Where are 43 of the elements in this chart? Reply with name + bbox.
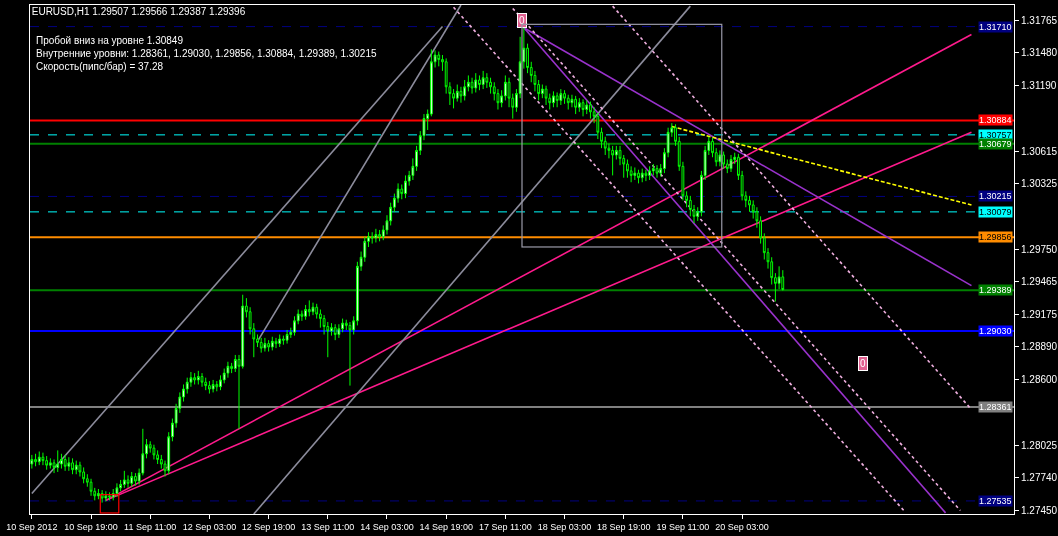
y-tick-label: 1.30615 xyxy=(1021,145,1058,157)
annotation: 0 xyxy=(860,358,866,369)
annotation: Скорость(пипс/бар) = 37.28 xyxy=(36,61,164,72)
ref-line-label: 1.30079 xyxy=(979,207,1012,217)
x-tick-label: 18 Sep 19:00 xyxy=(596,521,651,532)
ref-line-label: 1.29389 xyxy=(979,285,1012,295)
y-tick-label: 1.29750 xyxy=(1021,243,1058,255)
x-tick-label: 17 Sep 11:00 xyxy=(478,521,532,532)
x-tick-label: 13 Sep 11:00 xyxy=(301,521,355,532)
ref-line-label: 1.30757 xyxy=(979,130,1012,140)
y-tick-label: 1.31765 xyxy=(1021,14,1058,26)
y-tick-label: 1.28600 xyxy=(1021,374,1058,386)
x-tick-label: 20 Sep 03:00 xyxy=(715,521,769,532)
ref-line-label: 1.31710 xyxy=(979,22,1012,32)
ref-line-label: 1.30884 xyxy=(979,115,1012,125)
x-tick-label: 14 Sep 03:00 xyxy=(360,521,414,532)
annotation: Пробой вниз на уровне 1.30849 xyxy=(36,35,184,46)
annotation: 0 xyxy=(519,15,525,26)
ref-line-label: 1.30215 xyxy=(979,191,1012,201)
y-tick-label: 1.30325 xyxy=(1021,178,1058,190)
x-tick-label: 12 Sep 03:00 xyxy=(182,521,237,532)
ref-line-label: 1.28361 xyxy=(979,402,1012,412)
x-tick-label: 10 Sep 2012 xyxy=(6,521,58,532)
ref-line-label: 1.27535 xyxy=(979,496,1012,506)
y-tick-label: 1.31480 xyxy=(1021,47,1058,59)
y-tick-label: 1.28025 xyxy=(1021,439,1058,451)
x-tick-label: 18 Sep 03:00 xyxy=(537,521,592,532)
annotation: Внутренние уровни: 1.28361, 1.29030, 1.29856, 1.30884, 1.29389, 1.30215 xyxy=(36,48,377,59)
chart-title: EURUSD,H1 1.29507 1.29566 1.29387 1.29396 xyxy=(31,6,246,18)
y-tick-label: 1.29175 xyxy=(1021,309,1058,321)
x-tick-label: 10 Sep 19:00 xyxy=(64,521,118,532)
y-tick-label: 1.27450 xyxy=(1021,505,1058,517)
ref-line-label: 1.29856 xyxy=(979,232,1012,242)
y-tick-label: 1.28890 xyxy=(1021,341,1058,353)
x-tick-label: 12 Sep 19:00 xyxy=(241,521,296,532)
y-tick-label: 1.27740 xyxy=(1021,472,1058,484)
x-tick-label: 14 Sep 19:00 xyxy=(419,521,473,532)
x-tick-label: 19 Sep 11:00 xyxy=(656,521,710,532)
y-tick-label: 1.29465 xyxy=(1021,276,1058,288)
x-tick-label: 11 Sep 11:00 xyxy=(124,521,177,532)
ref-line-label: 1.29030 xyxy=(979,326,1012,336)
ref-line-label: 1.30679 xyxy=(979,139,1012,149)
y-tick-label: 1.31190 xyxy=(1021,80,1057,92)
